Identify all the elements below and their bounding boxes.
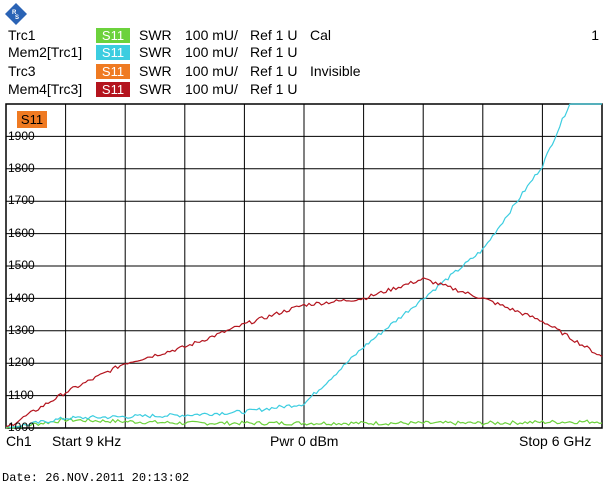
trace-format[interactable]: SWR	[139, 44, 172, 60]
trace-scale[interactable]: 100 mU/	[185, 44, 238, 60]
y-tick-label: 1600	[8, 226, 35, 240]
trace-scale[interactable]: 100 mU/	[185, 27, 238, 43]
trace-line-mem4-trc3	[5, 277, 603, 428]
y-tick-label: 1500	[8, 258, 35, 272]
trace-name[interactable]: Mem2[Trc1]	[8, 44, 83, 60]
trace-scale[interactable]: 100 mU/	[185, 81, 238, 97]
footer-power[interactable]: Pwr 0 dBm	[270, 433, 339, 449]
footer-start-frequency[interactable]: Start 9 kHz	[52, 433, 122, 449]
trace-name[interactable]: Trc3	[8, 63, 36, 79]
channel-number: 1	[591, 27, 599, 43]
y-tick-label: 1100	[8, 388, 34, 402]
trace-format[interactable]: SWR	[139, 27, 172, 43]
y-tick-label: 1400	[8, 291, 35, 305]
active-trace-label[interactable]: S11	[17, 111, 47, 128]
y-tick-label: 1200	[8, 355, 35, 369]
trace-badge[interactable]: S11	[96, 64, 130, 79]
grid	[5, 103, 603, 429]
trace-badge[interactable]: S11	[96, 28, 130, 43]
trace-status: Cal	[310, 27, 332, 43]
y-tick-label: 1800	[8, 161, 35, 175]
trace-line-mem2-trc1	[5, 103, 602, 429]
trace-format[interactable]: SWR	[139, 63, 172, 79]
trace-badge[interactable]: S11	[96, 82, 130, 97]
trace-name[interactable]: Mem4[Trc3]	[8, 81, 83, 97]
svg-text:R: R	[12, 10, 17, 16]
svg-text:S: S	[15, 15, 19, 21]
trace-ref[interactable]: Ref 1 U	[250, 81, 298, 97]
footer-stop-frequency[interactable]: Stop 6 GHz	[519, 433, 592, 449]
date-stamp: Date: 26.NOV.2011 20:13:02	[2, 471, 190, 485]
footer-channel[interactable]: Ch1	[6, 433, 32, 449]
trace-scale[interactable]: 100 mU/	[185, 63, 238, 79]
trace-badge[interactable]: S11	[96, 45, 130, 60]
trace-ref[interactable]: Ref 1 U	[250, 63, 298, 79]
y-tick-label: 1700	[8, 193, 35, 207]
trace-status: Invisible	[310, 63, 361, 79]
y-tick-label: 1900	[8, 129, 35, 143]
rohde-schwarz-logo: R S	[5, 3, 27, 25]
y-tick-label: 1300	[8, 323, 35, 337]
traces	[5, 103, 603, 429]
trace-ref[interactable]: Ref 1 U	[250, 44, 298, 60]
trace-format[interactable]: SWR	[139, 81, 172, 97]
trace-name[interactable]: Trc1	[8, 27, 36, 43]
trace-line-trc1	[5, 417, 603, 429]
y-tick-label: 1000	[8, 420, 35, 434]
trace-ref[interactable]: Ref 1 U	[250, 27, 298, 43]
